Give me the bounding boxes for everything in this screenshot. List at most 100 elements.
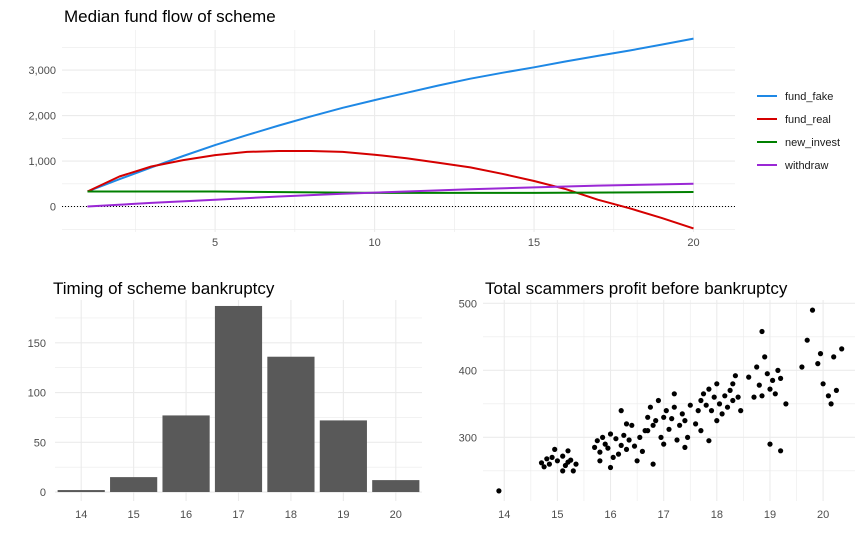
data-point [706,438,712,444]
scammers-profit-points [496,307,845,494]
data-point [573,461,579,467]
bankruptcy-timing-chart: Timing of scheme bankruptcy 0 50 100 150 14… [28,279,422,521]
data-point [621,432,627,438]
data-point [552,446,558,452]
data-point [623,446,630,452]
data-point [767,386,773,392]
data-point [711,394,717,400]
data-point [778,448,784,454]
x-tick-label: 20 [390,509,402,521]
data-point [639,448,646,454]
bar-19 [319,420,367,493]
fund-flow-x-axis: 5 10 15 20 [212,237,700,249]
data-point [762,354,768,360]
data-point [714,381,720,387]
data-point [799,364,805,370]
bankruptcy-timing-bars [57,305,420,493]
y-tick-label: 2,000 [28,111,56,123]
scammers-profit-grid [483,300,855,501]
data-point [629,422,635,428]
data-point [669,416,675,422]
data-point [756,382,762,388]
data-point [767,441,773,447]
y-tick-label: 150 [28,338,46,350]
data-point [544,456,550,462]
data-point [732,373,739,379]
data-point [700,391,707,397]
data-point [647,404,654,410]
data-point [600,434,606,440]
y-tick-label: 50 [34,437,46,449]
fund-flow-series [87,37,694,230]
data-point [602,441,608,447]
data-point [554,458,561,464]
x-tick-label: 17 [232,509,244,521]
data-point [674,437,680,443]
data-point [706,386,712,392]
data-point [631,443,638,449]
series-line-fund-fake [87,37,694,193]
fund-flow-legend: fund_fake fund_real new_invest withdraw [757,91,840,172]
data-point [708,408,715,414]
data-point [804,337,810,343]
data-point [754,364,760,370]
scammers-profit-chart: Total scammers profit before bankruptcy … [459,279,855,521]
bankruptcy-timing-x-axis: 14 15 16 17 18 19 20 [75,509,402,521]
data-point [759,393,765,399]
bar-18 [267,356,315,493]
data-point [679,411,685,417]
data-point [637,434,643,440]
data-point [839,346,845,352]
data-point [613,436,619,442]
data-point [653,418,659,424]
x-tick-label: 19 [764,509,776,521]
bar-20 [372,480,420,493]
data-point [650,461,656,467]
data-point [716,401,723,407]
data-point [703,402,709,408]
data-point [655,397,662,404]
data-point [751,394,757,400]
series-line-withdraw [87,182,694,208]
x-tick-label: 15 [128,509,140,521]
data-point [698,397,704,404]
data-point [815,361,821,367]
data-point [592,444,598,450]
data-point [693,421,699,427]
data-point [677,422,683,428]
x-tick-label: 5 [212,237,218,249]
data-point [610,454,616,460]
data-point [730,381,736,387]
data-point [724,404,731,410]
legend-label-fund-real: fund_real [785,114,831,126]
data-point [565,459,571,465]
data-point [764,371,770,377]
data-point [661,414,667,420]
data-point [671,404,677,410]
data-point [820,381,826,387]
data-point [560,468,566,474]
data-point [541,464,547,470]
x-tick-label: 15 [528,237,540,249]
data-point [698,428,704,434]
x-tick-label: 18 [711,509,723,521]
data-point [623,421,630,427]
data-point [546,461,553,467]
data-point [618,408,624,414]
y-tick-label: 0 [40,487,46,499]
data-point [650,422,656,428]
data-point [496,488,502,494]
data-point [634,458,640,464]
y-tick-label: 3,000 [28,65,56,77]
data-point [618,442,624,448]
data-point [671,391,677,397]
x-tick-label: 16 [180,509,192,521]
data-point [661,441,667,447]
x-tick-label: 20 [687,237,699,249]
data-point [719,411,725,417]
y-tick-label: 0 [50,202,56,214]
y-tick-label: 1,000 [28,156,56,168]
data-point [570,468,576,474]
bankruptcy-timing-title: Timing of scheme bankruptcy [53,279,275,298]
